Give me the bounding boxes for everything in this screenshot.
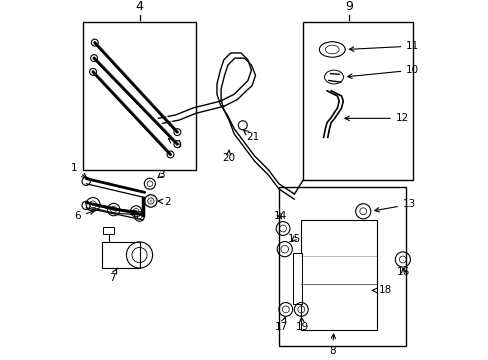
Bar xyxy=(303,22,412,180)
Text: 10: 10 xyxy=(347,65,419,78)
Bar xyxy=(102,242,139,268)
Ellipse shape xyxy=(324,70,343,84)
Text: 4: 4 xyxy=(135,0,143,13)
Text: 14: 14 xyxy=(273,211,286,221)
Text: 5: 5 xyxy=(168,139,180,150)
Text: 17: 17 xyxy=(274,318,288,332)
Text: 11: 11 xyxy=(348,41,419,51)
Text: 3: 3 xyxy=(158,170,164,180)
Bar xyxy=(278,187,406,346)
Text: 16: 16 xyxy=(396,266,409,276)
Text: 19: 19 xyxy=(295,318,308,332)
Text: 12: 12 xyxy=(344,113,408,123)
Text: 1: 1 xyxy=(71,163,86,178)
Text: 18: 18 xyxy=(372,285,391,296)
Text: 21: 21 xyxy=(243,130,259,142)
Text: 9: 9 xyxy=(345,0,353,13)
Text: 15: 15 xyxy=(287,234,300,244)
Text: 2: 2 xyxy=(158,197,171,207)
Text: 13: 13 xyxy=(374,199,415,212)
Ellipse shape xyxy=(319,42,345,57)
Bar xyxy=(103,227,114,234)
Text: 7: 7 xyxy=(108,268,117,283)
Bar xyxy=(292,253,302,304)
Ellipse shape xyxy=(325,45,339,54)
Bar xyxy=(82,22,196,170)
Text: 20: 20 xyxy=(222,150,235,163)
Text: 8: 8 xyxy=(328,334,335,356)
Text: 6: 6 xyxy=(74,210,94,221)
Bar xyxy=(301,220,376,330)
